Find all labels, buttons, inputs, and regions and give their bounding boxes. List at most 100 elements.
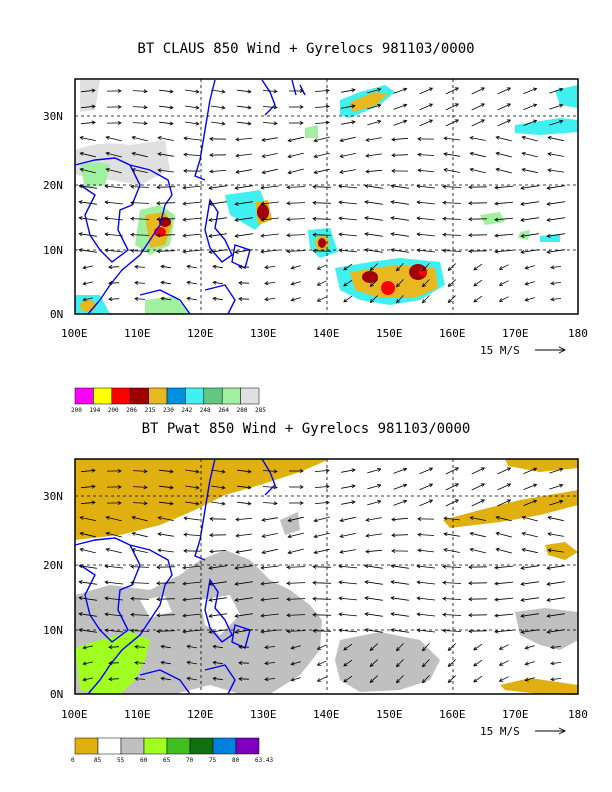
- top-lat-label: 0N: [50, 308, 63, 321]
- wind-vector-head: [157, 152, 162, 157]
- wind-vector-head: [364, 216, 369, 221]
- wind-vector-head: [312, 564, 317, 569]
- wind-vector-head: [498, 678, 504, 682]
- wind-vector-head: [369, 282, 374, 287]
- wind-vector-head: [391, 548, 396, 553]
- wind-vector-head: [480, 87, 486, 92]
- wind-vector: [550, 282, 562, 284]
- wind-vector-head: [316, 646, 322, 650]
- top-lon-labels: 100E 110E 120E 130E 140E 150E 160E 170E …: [61, 327, 588, 340]
- wind-vector-head: [377, 103, 382, 108]
- bottom-panel-title: BT Pwat 850 Wind + Gyrelocs 981103/0000: [141, 421, 471, 437]
- colorbar-label: 55: [117, 757, 125, 764]
- wind-vector: [314, 136, 330, 142]
- wind-vector-head: [130, 216, 135, 221]
- wind-vector-head: [339, 518, 344, 523]
- wind-vector: [547, 597, 565, 601]
- wind-vector-head: [105, 531, 110, 536]
- wind-vector: [547, 565, 565, 569]
- wind-vector: [261, 629, 279, 633]
- wind-vector: [525, 281, 535, 285]
- wind-vector-head: [442, 564, 447, 569]
- wind-vector-head: [260, 249, 265, 254]
- wind-vector: [422, 279, 430, 287]
- wind-vector-head: [494, 249, 499, 254]
- wind-vector: [211, 105, 225, 109]
- bottom-lon-label: 160E: [439, 708, 466, 721]
- wind-vector: [262, 106, 278, 108]
- wind-vector: [417, 581, 435, 585]
- wind-vector-head: [369, 646, 374, 651]
- wind-vector-head: [290, 297, 295, 302]
- wind-vector-head: [264, 281, 269, 286]
- wind-vector: [132, 486, 148, 488]
- wind-vector-head: [520, 233, 525, 238]
- wind-vector-head: [78, 596, 83, 601]
- wind-vector-head: [108, 281, 113, 286]
- bottom-lon-labels: 100E 110E 120E 130E 140E 150E 160E 170E …: [61, 708, 588, 721]
- wind-vector-head: [104, 596, 109, 601]
- wind-vector: [79, 597, 97, 601]
- wind-vector-head: [559, 499, 564, 504]
- wind-vector-head: [338, 628, 343, 633]
- colorbar-label: 75: [209, 757, 217, 764]
- wind-vector-head: [428, 499, 434, 504]
- wind-vector: [470, 137, 486, 141]
- wind-vector-head: [143, 485, 148, 490]
- wind-vector: [317, 280, 327, 286]
- wind-vector: [211, 485, 225, 489]
- wind-vector: [286, 598, 306, 600]
- wind-vector-head: [559, 103, 564, 108]
- wind-vector: [185, 121, 199, 125]
- colorbar-label: 215: [145, 407, 156, 414]
- wind-vector: [264, 646, 276, 648]
- wind-vector: [338, 597, 358, 601]
- wind-vector-head: [117, 104, 122, 109]
- wind-vector-head: [134, 660, 139, 665]
- wind-vector: [106, 136, 122, 142]
- wind-vector: [130, 598, 150, 600]
- wind-vector: [523, 500, 537, 506]
- wind-vector: [366, 153, 382, 157]
- wind-vector: [338, 565, 358, 569]
- wind-vector: [442, 614, 462, 616]
- wind-vector: [393, 104, 407, 110]
- wind-vector-head: [221, 121, 226, 126]
- wind-vector-head: [468, 217, 473, 222]
- wind-vector: [262, 168, 278, 174]
- bottom-lon-label: 150E: [376, 708, 403, 721]
- wind-vector-head: [442, 596, 447, 601]
- wind-vector-head: [156, 201, 161, 206]
- wind-vector-head: [299, 120, 304, 126]
- wind-vector-head: [186, 264, 191, 269]
- wind-vector: [156, 250, 176, 252]
- wind-vector: [80, 548, 96, 554]
- wind-vector: [343, 675, 353, 683]
- wind-vector: [338, 201, 358, 205]
- wind-vector-head: [287, 154, 292, 159]
- wind-vector-head: [369, 298, 374, 303]
- wind-vector-head: [183, 168, 188, 173]
- wind-vector-head: [442, 200, 447, 205]
- wind-vector-head: [234, 629, 239, 634]
- wind-vector: [312, 582, 332, 584]
- wind-vector-head: [78, 564, 83, 569]
- bottom-lat-label: 20N: [43, 559, 63, 572]
- wind-vector: [523, 104, 537, 110]
- wind-vector-head: [473, 646, 478, 651]
- wind-vector-head: [238, 280, 243, 285]
- wind-vector-head: [238, 264, 243, 269]
- wind-vector-head: [520, 565, 525, 570]
- wind-vector: [236, 153, 252, 157]
- top-wind-vectors: [78, 87, 565, 304]
- top-lon-label: 160E: [439, 327, 466, 340]
- wind-vector-head: [143, 89, 148, 94]
- wind-vector-head: [79, 515, 84, 520]
- wind-vector: [367, 468, 381, 474]
- wind-vector-head: [395, 283, 401, 288]
- wind-vector-head: [421, 679, 427, 684]
- wind-vector-head: [532, 467, 538, 472]
- wind-vector-head: [212, 264, 217, 269]
- wind-vector-head: [156, 249, 161, 254]
- wind-vector: [130, 582, 150, 584]
